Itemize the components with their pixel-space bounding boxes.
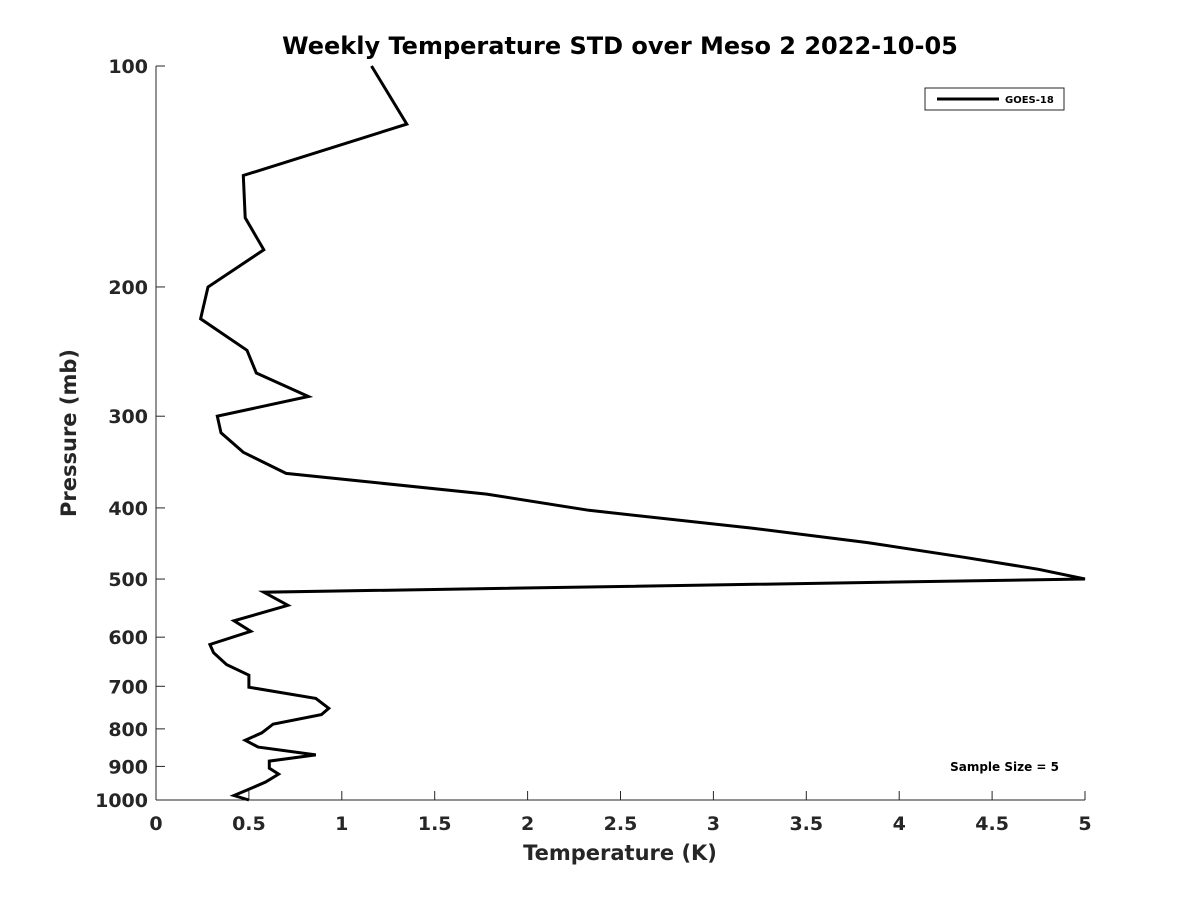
x-tick-label: 0 [149,813,162,835]
y-tick-label: 800 [108,719,148,741]
x-tick-label: 1 [335,813,348,835]
legend: GOES-18 [924,87,1065,111]
y-tick-label: 900 [108,756,148,778]
x-axis-label: Temperature (K) [523,841,717,865]
x-tick-label: 3 [707,813,720,835]
x-tick-label: 0.5 [232,813,266,835]
y-tick-label: 500 [108,569,148,591]
y-tick-label: 600 [108,627,148,649]
x-tick-label: 5 [1078,813,1091,835]
y-tick-label: 100 [108,56,148,78]
y-tick-label: 300 [108,406,148,428]
y-tick-label: 700 [108,676,148,698]
y-tick-label: 400 [108,498,148,520]
y-ticks: 100 200 300 400 500 600 700 800 900 1000 [95,56,165,812]
series-line-goes-18 [198,65,1086,802]
y-axis-label: Pressure (mb) [57,349,81,517]
x-tick-label: 2.5 [604,813,638,835]
x-tick-label: 1.5 [418,813,452,835]
series-layer [198,65,1086,802]
x-tick-label: 2 [521,813,534,835]
x-tick-label: 4.5 [975,813,1009,835]
axes [155,66,1085,801]
y-tick-label: 200 [108,277,148,299]
x-tick-label: 3.5 [789,813,823,835]
x-ticks: 0 0.5 1 1.5 2 2.5 3 3.5 4 4.5 5 [149,791,1092,835]
legend-entry-goes-18: GOES-18 [1005,95,1054,106]
y-tick-label: 1000 [95,790,148,812]
x-tick-label: 4 [893,813,906,835]
chart-title: Weekly Temperature STD over Meso 2 2022-… [282,32,958,60]
sample-size-annotation: Sample Size = 5 [950,760,1059,774]
